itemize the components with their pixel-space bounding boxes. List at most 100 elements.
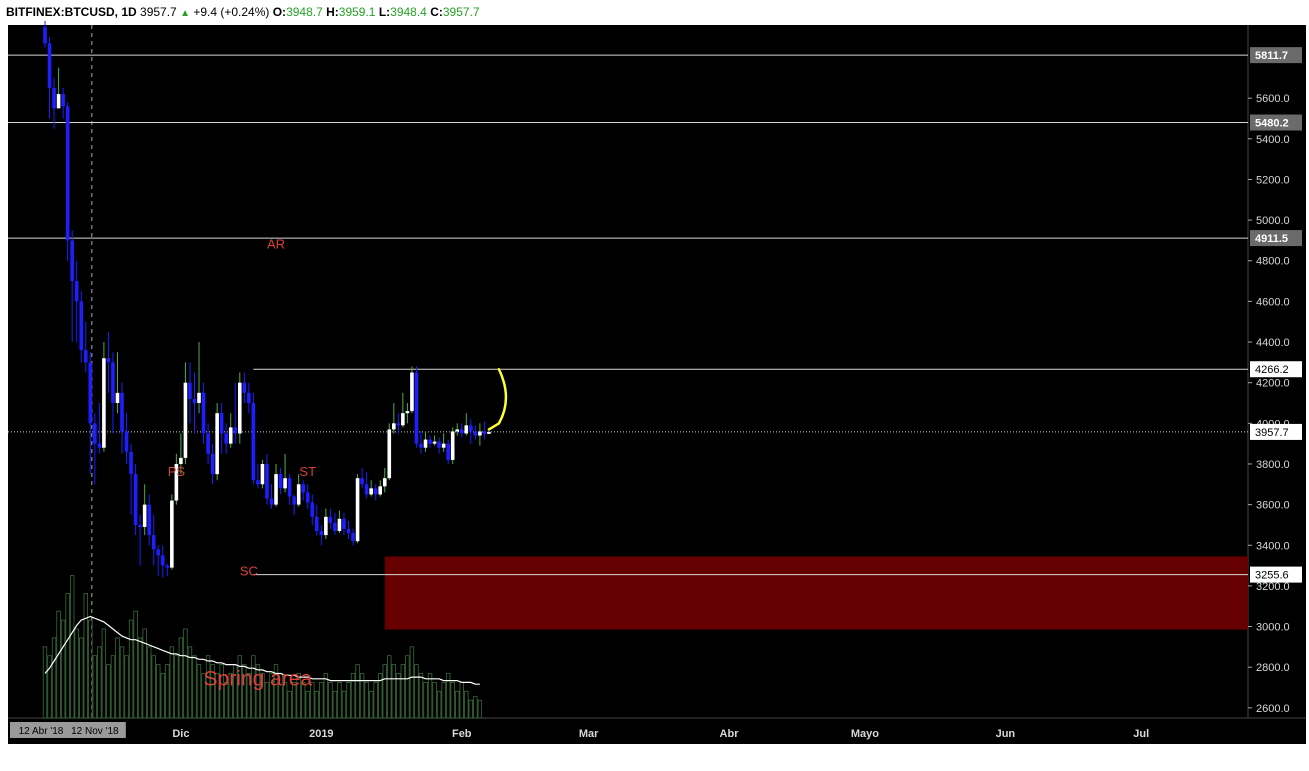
x-tick-label: Jun bbox=[996, 728, 1016, 740]
candle-body bbox=[129, 451, 133, 475]
volume-bar bbox=[332, 690, 338, 719]
candle bbox=[301, 480, 306, 501]
volume-bar bbox=[368, 690, 374, 719]
low-label: L: bbox=[378, 5, 391, 19]
candle-body bbox=[151, 535, 156, 550]
candle-body bbox=[219, 413, 224, 434]
candle-body bbox=[428, 439, 432, 444]
candle-body bbox=[478, 431, 482, 436]
y-tick-label: 5600.0 bbox=[1256, 93, 1290, 105]
candle-body bbox=[351, 533, 355, 542]
volume-bar bbox=[436, 690, 442, 719]
candle bbox=[192, 372, 197, 434]
y-tick-label: 4400.0 bbox=[1256, 337, 1290, 349]
candle bbox=[287, 474, 292, 505]
candle bbox=[482, 421, 487, 440]
candle-body bbox=[382, 478, 387, 487]
candle-body bbox=[56, 94, 61, 109]
y-tick-label: 5000.0 bbox=[1256, 215, 1290, 227]
candle-body bbox=[392, 423, 396, 430]
candle-body bbox=[324, 516, 328, 536]
candle-body bbox=[79, 301, 84, 351]
y-tick-label: 3400.0 bbox=[1256, 540, 1290, 552]
high-value: 3959.1 bbox=[338, 5, 376, 19]
volume-bar bbox=[219, 664, 224, 719]
volume-bar bbox=[409, 646, 415, 719]
level-price-box bbox=[1250, 230, 1302, 247]
volume-bar bbox=[110, 655, 116, 719]
wyckoff-label: AR bbox=[267, 237, 285, 252]
candle-body bbox=[265, 463, 269, 499]
candle-body bbox=[256, 480, 260, 485]
volume-bar bbox=[414, 664, 419, 719]
candle bbox=[133, 463, 138, 536]
y-tick-label: 4800.0 bbox=[1256, 256, 1290, 268]
chart-header: BITFINEX:BTCUSD, 1D 3957.7 ▲ +9.4 (+0.24… bbox=[6, 3, 480, 21]
candle bbox=[106, 331, 111, 393]
candle-body bbox=[482, 431, 487, 434]
volume-bar bbox=[477, 699, 483, 719]
candle bbox=[464, 413, 469, 436]
y-tick-label: 5400.0 bbox=[1256, 134, 1290, 146]
volume-bar bbox=[169, 646, 175, 719]
candle bbox=[138, 514, 142, 566]
candle bbox=[414, 366, 419, 448]
candle bbox=[74, 260, 79, 343]
y-tick-label: 2600.0 bbox=[1256, 703, 1290, 715]
candle bbox=[459, 423, 464, 438]
volume-bar bbox=[156, 664, 161, 719]
candle-body bbox=[124, 431, 129, 452]
volume-bar bbox=[341, 690, 347, 719]
candle-body bbox=[174, 463, 179, 501]
wyckoff-label: PS bbox=[168, 464, 186, 479]
volume-bar bbox=[165, 664, 170, 719]
candle-body bbox=[446, 443, 450, 460]
candle-body bbox=[138, 524, 142, 527]
volume-bar bbox=[56, 610, 61, 719]
volume-bar bbox=[464, 690, 469, 719]
volume-bar bbox=[255, 664, 261, 719]
candle-body bbox=[310, 502, 315, 517]
volume-bar bbox=[187, 646, 193, 719]
candle bbox=[296, 474, 301, 507]
volume-bar bbox=[228, 673, 233, 719]
candle bbox=[201, 382, 206, 444]
open-label: O: bbox=[272, 5, 287, 19]
level-price-box bbox=[1250, 114, 1302, 131]
volume-bar bbox=[210, 664, 215, 719]
candle bbox=[120, 382, 124, 454]
candle-body bbox=[405, 411, 410, 414]
y-tick-label: 2800.0 bbox=[1256, 662, 1290, 674]
candle bbox=[310, 494, 315, 525]
candle-body bbox=[364, 484, 369, 495]
candle bbox=[260, 459, 265, 489]
candle bbox=[142, 484, 147, 536]
candle-body bbox=[287, 478, 292, 497]
candle-body bbox=[337, 518, 342, 532]
candle bbox=[174, 453, 179, 505]
candle-body bbox=[355, 478, 360, 542]
close-label: C: bbox=[430, 5, 443, 19]
candle-body bbox=[93, 423, 97, 444]
volume-bar bbox=[88, 619, 93, 719]
x-tick-label: Dic bbox=[172, 728, 189, 740]
candle bbox=[419, 431, 423, 454]
candle bbox=[183, 362, 188, 464]
candle-body bbox=[43, 27, 47, 44]
volume-bar bbox=[260, 673, 265, 719]
candle bbox=[328, 508, 333, 529]
candle bbox=[346, 520, 351, 540]
candle-body bbox=[437, 441, 441, 448]
candle-body bbox=[165, 565, 170, 568]
volume-bar bbox=[174, 655, 179, 719]
candle bbox=[256, 463, 260, 489]
level-price-label: 5480.2 bbox=[1255, 118, 1289, 130]
x-tick-label: 2019 bbox=[309, 728, 333, 740]
volume-bar bbox=[364, 682, 369, 719]
open-value: 3948.7 bbox=[286, 5, 323, 19]
candle-body bbox=[419, 443, 423, 448]
volume-bar bbox=[137, 637, 143, 719]
candle bbox=[392, 403, 396, 434]
candle bbox=[88, 352, 93, 475]
